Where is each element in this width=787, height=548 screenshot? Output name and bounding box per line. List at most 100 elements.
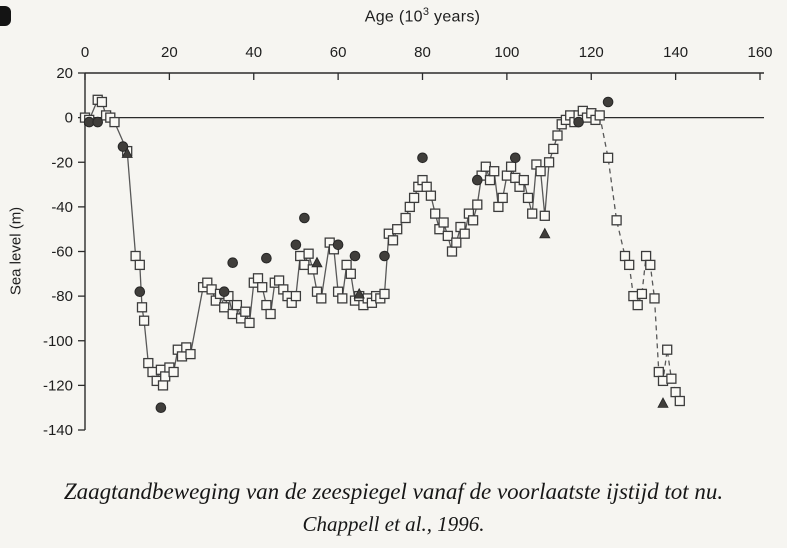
square-marker <box>392 224 403 235</box>
square-marker <box>459 228 470 239</box>
square-marker <box>257 282 268 293</box>
square-marker <box>185 348 196 360</box>
square-marker <box>497 192 508 204</box>
triangle-marker <box>657 397 669 408</box>
circle-marker <box>117 141 129 152</box>
circle-marker <box>472 174 483 186</box>
circle-marker <box>92 116 103 128</box>
square-marker <box>451 237 462 248</box>
y-tick-label: 20 <box>56 65 73 82</box>
square-marker <box>379 288 390 300</box>
x-axis-title: Age (103 years) <box>85 6 760 26</box>
triangle-marker <box>353 287 365 299</box>
circle-marker <box>602 96 614 108</box>
square-marker <box>404 201 415 213</box>
x-tick-label: 20 <box>161 44 178 61</box>
triangle-marker <box>311 256 323 268</box>
circle-marker <box>290 239 302 251</box>
caption-source: Chappell et al., 1996. <box>302 511 485 536</box>
square-marker <box>109 116 120 128</box>
square-marker <box>430 208 441 219</box>
square-marker <box>299 259 310 271</box>
square-marker <box>619 250 631 262</box>
square-marker <box>421 181 432 192</box>
square-marker <box>649 293 660 304</box>
circle-marker <box>134 286 146 298</box>
x-axis-title-prefix: Age (10 <box>364 8 423 26</box>
square-marker <box>662 344 673 355</box>
circle-marker <box>573 116 584 128</box>
y-tick-label: -40 <box>51 199 73 216</box>
square-marker <box>552 130 563 141</box>
x-tick-label: 60 <box>330 44 347 61</box>
circle-marker <box>227 257 238 269</box>
x-axis-title-exponent: 3 <box>422 6 430 18</box>
square-marker <box>539 210 550 221</box>
square-marker <box>206 284 217 295</box>
square-marker <box>446 246 458 257</box>
x-axis-title-suffix: years) <box>429 8 481 26</box>
square-marker <box>408 192 420 204</box>
square-marker <box>493 201 504 213</box>
square-marker <box>345 268 356 279</box>
square-marker <box>505 161 517 172</box>
circle-marker <box>510 152 521 164</box>
square-marker <box>227 308 238 320</box>
square-marker <box>176 351 188 362</box>
square-marker <box>337 293 348 304</box>
square-marker <box>653 366 664 378</box>
x-tick-label: 100 <box>494 44 519 61</box>
circle-marker <box>155 402 167 414</box>
square-marker <box>543 157 555 168</box>
figure-caption: Zaagtandbeweging van de zeespiegel vanaf… <box>0 462 787 537</box>
square-marker <box>438 217 449 228</box>
square-marker <box>130 250 141 262</box>
square-marker <box>157 380 169 391</box>
square-marker <box>442 230 453 242</box>
square-marker <box>261 299 272 311</box>
square-marker <box>666 373 677 384</box>
square-marker <box>518 174 529 186</box>
square-marker <box>501 170 513 181</box>
square-marker <box>594 110 605 121</box>
square-marker <box>670 386 681 398</box>
circle-marker <box>349 250 361 262</box>
square-marker <box>147 366 158 378</box>
square-marker <box>240 306 251 317</box>
y-tick-label: -100 <box>43 333 73 350</box>
square-marker <box>480 161 491 172</box>
square-marker <box>231 299 243 311</box>
square-marker <box>252 273 264 284</box>
square-marker <box>472 199 483 210</box>
x-tick-label: 140 <box>663 44 688 61</box>
caption-text: Zaagtandbeweging van de zeespiegel vanaf… <box>63 479 724 504</box>
square-marker <box>96 96 108 108</box>
square-marker <box>341 259 352 271</box>
circle-marker <box>332 239 344 251</box>
y-tick-label: -80 <box>51 288 73 305</box>
sea-level-chart: Age (103 years) Sea level (m) 0 20 40 60 80 1… <box>8 6 773 439</box>
sea-level-plot: 0 20 40 60 80 100 120 140 160 20 0 -20 -40 -60 -80 -100… <box>43 44 773 439</box>
square-marker <box>645 259 656 271</box>
circle-marker <box>299 212 310 224</box>
square-marker <box>244 317 255 329</box>
square-marker <box>387 235 399 246</box>
x-tick-label: 160 <box>747 44 772 61</box>
square-marker <box>400 212 411 224</box>
square-marker <box>290 290 302 302</box>
square-marker <box>657 375 669 387</box>
square-marker <box>136 302 148 313</box>
y-tick-label: -140 <box>43 422 73 439</box>
square-marker <box>467 215 479 226</box>
triangle-marker <box>121 147 133 158</box>
circle-marker <box>261 252 272 264</box>
square-marker <box>611 215 622 226</box>
square-marker <box>484 174 496 186</box>
x-tick-label: 40 <box>245 44 262 61</box>
x-tick-label: 120 <box>579 44 604 61</box>
square-marker <box>632 299 643 311</box>
square-marker <box>160 371 171 382</box>
square-marker <box>303 248 314 259</box>
square-marker <box>624 259 635 271</box>
